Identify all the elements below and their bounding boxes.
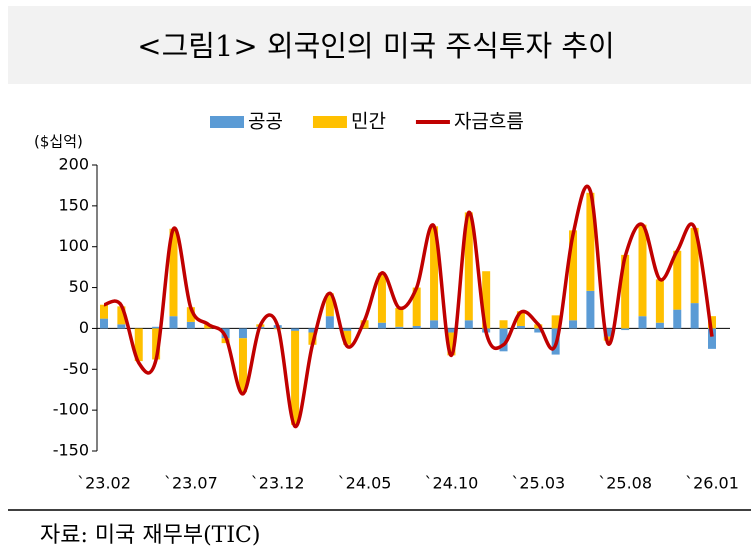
bar [690, 227, 699, 304]
bar [430, 320, 439, 329]
bar [325, 293, 334, 317]
bar [621, 254, 630, 329]
y-tick-label: -100 [53, 400, 89, 419]
bar [377, 272, 386, 323]
bar [238, 328, 247, 339]
bar [377, 322, 386, 329]
bar [551, 315, 560, 329]
y-tick-label: -50 [63, 359, 89, 378]
bar [412, 325, 421, 329]
bar [464, 212, 473, 321]
bar [430, 226, 439, 321]
bar [117, 306, 126, 325]
bar [291, 328, 300, 331]
legend-swatch [312, 116, 347, 128]
bar [169, 316, 178, 329]
bar [447, 332, 456, 356]
legend-swatch [210, 116, 244, 128]
x-tick-label: `23.02 [77, 474, 131, 493]
y-tick-label: 0 [79, 318, 89, 337]
bar [655, 279, 664, 323]
bar [499, 320, 508, 329]
bar [238, 338, 247, 393]
bar [586, 192, 595, 291]
bar [638, 316, 647, 329]
y-axis-label: ($십억) [34, 133, 83, 151]
y-tick-label: 100 [58, 236, 89, 255]
bar [655, 322, 664, 329]
x-tick-label: `25.08 [598, 474, 652, 493]
legend-label: 자금흐름 [454, 111, 524, 133]
bar [186, 321, 195, 329]
legend-label: 공공 [248, 111, 283, 133]
y-tick-label: 200 [58, 155, 89, 174]
y-tick-label: -150 [53, 441, 89, 460]
x-tick-label: `23.12 [251, 474, 305, 493]
x-tick-label: `24.10 [425, 474, 479, 493]
bar [447, 328, 456, 333]
x-tick-label: `23.07 [164, 474, 218, 493]
legend-label: 민간 [351, 111, 386, 133]
bar [134, 328, 143, 362]
bar [569, 320, 578, 329]
bar [690, 303, 699, 329]
bar [603, 328, 612, 337]
bar [534, 328, 543, 333]
bar [395, 308, 404, 327]
bar [586, 290, 595, 329]
bar [395, 326, 404, 329]
bar [482, 271, 491, 329]
bar [152, 326, 161, 329]
bar [100, 318, 108, 329]
bar [708, 316, 716, 329]
title-band [8, 6, 751, 84]
bar [343, 328, 352, 331]
x-tick-label: `25.03 [511, 474, 565, 493]
bar [569, 230, 578, 321]
bar [499, 328, 508, 352]
bar [152, 328, 161, 360]
bar [516, 311, 525, 326]
y-tick-label: 150 [58, 195, 89, 214]
bar [343, 330, 352, 345]
bar [621, 328, 630, 331]
bar [516, 325, 525, 329]
bar [673, 309, 682, 329]
y-tick-label: 50 [69, 277, 89, 296]
bar [412, 287, 421, 326]
bar [638, 224, 647, 317]
bar [291, 330, 300, 425]
line [103, 184, 714, 429]
bar [464, 320, 473, 329]
x-tick-label: `24.05 [338, 474, 392, 493]
bar [117, 324, 126, 329]
bar [308, 328, 317, 333]
bar [673, 250, 682, 310]
bar [708, 328, 716, 349]
bar [169, 228, 178, 317]
bar [325, 316, 334, 329]
source: 자료: 미국 재무부(TIC) [40, 523, 260, 548]
x-tick-label: `26.01 [685, 474, 739, 493]
chart-title: <그림1> 외국인의 미국 주식투자 추이 [137, 29, 614, 63]
bar [186, 307, 195, 322]
bar [100, 304, 108, 319]
